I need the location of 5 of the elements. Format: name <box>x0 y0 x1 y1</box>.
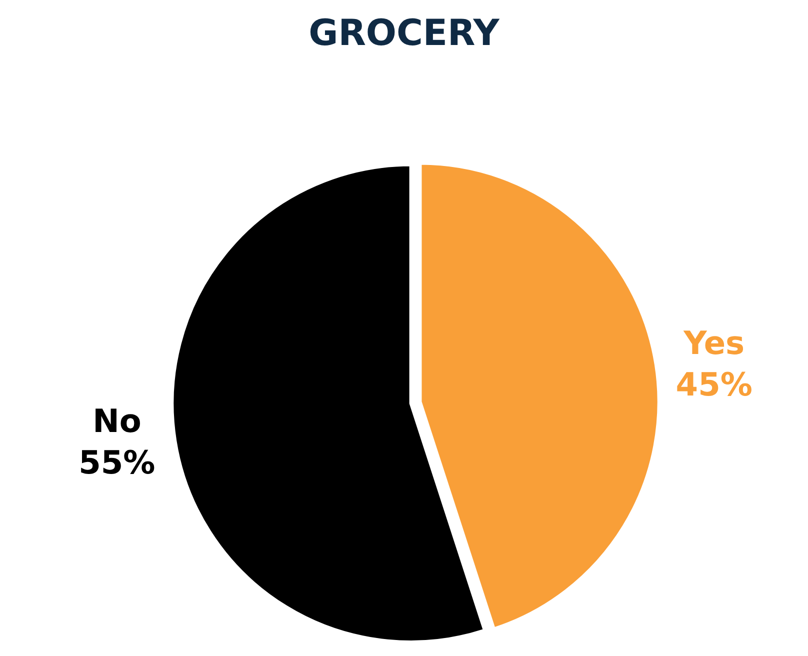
chart-title: GROCERY <box>308 12 500 54</box>
slice-label: Yes <box>682 324 745 362</box>
data-label: 55% <box>78 443 156 482</box>
data-label: 45% <box>676 365 752 404</box>
slice-label: No <box>92 402 142 440</box>
